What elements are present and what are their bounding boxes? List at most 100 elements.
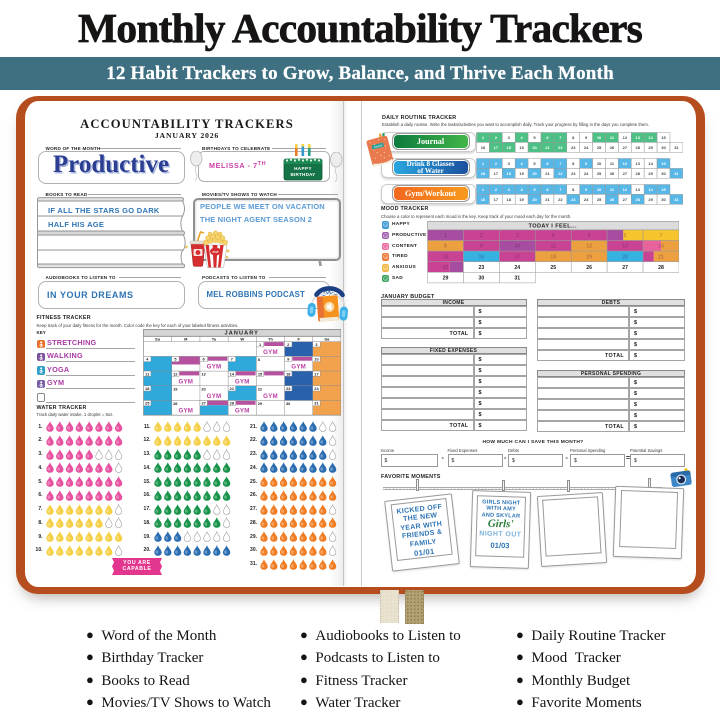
svg-text:8: 8 bbox=[257, 357, 260, 362]
svg-text:JANUARY: JANUARY bbox=[224, 331, 258, 337]
svg-text:F: F bbox=[297, 336, 300, 341]
svg-text:BIRTHDAY: BIRTHDAY bbox=[291, 172, 316, 177]
svg-text:24: 24 bbox=[584, 145, 589, 150]
svg-text:18: 18 bbox=[506, 171, 511, 176]
svg-text:1: 1 bbox=[482, 161, 485, 166]
svg-text:17: 17 bbox=[493, 145, 498, 150]
svg-text:11: 11 bbox=[610, 187, 615, 192]
svg-text:21: 21 bbox=[545, 197, 550, 202]
svg-text:6: 6 bbox=[623, 233, 626, 239]
svg-text:25: 25 bbox=[597, 197, 602, 202]
svg-text:5: 5 bbox=[174, 357, 177, 362]
svg-text:20: 20 bbox=[532, 145, 537, 150]
svg-text:20: 20 bbox=[532, 197, 537, 202]
svg-text:22: 22 bbox=[558, 197, 563, 202]
svg-text:3: 3 bbox=[507, 187, 510, 192]
svg-text:24: 24 bbox=[314, 386, 319, 391]
svg-text:5: 5 bbox=[533, 135, 536, 140]
svg-text:19: 19 bbox=[519, 197, 524, 202]
svg-text:27: 27 bbox=[622, 197, 627, 202]
svg-text:1: 1 bbox=[444, 233, 447, 239]
svg-text:5: 5 bbox=[533, 161, 536, 166]
svg-text:27: 27 bbox=[622, 265, 628, 271]
svg-text:19: 19 bbox=[519, 171, 524, 176]
svg-text:6: 6 bbox=[546, 135, 549, 140]
svg-text:9: 9 bbox=[479, 244, 482, 250]
svg-text:10: 10 bbox=[514, 244, 520, 250]
svg-text:GYM: GYM bbox=[234, 408, 249, 415]
svg-text:28: 28 bbox=[658, 265, 664, 271]
svg-text:17: 17 bbox=[314, 371, 318, 376]
svg-text:19: 19 bbox=[519, 145, 524, 150]
svg-text:M: M bbox=[184, 336, 188, 341]
svg-text:6: 6 bbox=[546, 161, 549, 166]
svg-text:25: 25 bbox=[597, 171, 602, 176]
svg-text:21: 21 bbox=[658, 255, 664, 261]
svg-text:29: 29 bbox=[257, 401, 262, 406]
svg-text:HAPPY: HAPPY bbox=[294, 166, 312, 171]
svg-text:12: 12 bbox=[622, 135, 627, 140]
svg-text:11: 11 bbox=[145, 371, 150, 376]
svg-text:26: 26 bbox=[610, 171, 615, 176]
svg-text:Tu: Tu bbox=[211, 336, 216, 341]
svg-text:6: 6 bbox=[202, 357, 205, 362]
svg-text:30: 30 bbox=[661, 171, 666, 176]
svg-text:10: 10 bbox=[597, 187, 602, 192]
svg-text:26: 26 bbox=[610, 197, 615, 202]
svg-text:13: 13 bbox=[635, 135, 640, 140]
svg-text:8: 8 bbox=[444, 244, 447, 250]
svg-text:23: 23 bbox=[286, 386, 291, 391]
svg-text:23: 23 bbox=[571, 197, 576, 202]
svg-text:30: 30 bbox=[661, 197, 666, 202]
svg-text:24: 24 bbox=[514, 265, 520, 271]
svg-text:21: 21 bbox=[229, 386, 234, 391]
svg-text:26: 26 bbox=[610, 145, 615, 150]
svg-text:15: 15 bbox=[661, 187, 666, 192]
svg-text:22: 22 bbox=[558, 171, 563, 176]
svg-text:31: 31 bbox=[674, 197, 679, 202]
svg-text:21: 21 bbox=[545, 145, 550, 150]
svg-text:Sa: Sa bbox=[324, 336, 330, 341]
svg-text:15: 15 bbox=[661, 135, 666, 140]
svg-text:22: 22 bbox=[257, 386, 261, 391]
svg-text:16: 16 bbox=[286, 371, 291, 376]
svg-text:22: 22 bbox=[442, 265, 448, 271]
svg-text:30: 30 bbox=[285, 401, 289, 406]
svg-text:6: 6 bbox=[546, 187, 549, 192]
svg-text:4: 4 bbox=[146, 357, 149, 362]
svg-text:16: 16 bbox=[481, 145, 486, 150]
svg-text:27: 27 bbox=[622, 145, 627, 150]
svg-text:25: 25 bbox=[550, 265, 556, 271]
svg-text:31: 31 bbox=[314, 401, 319, 406]
svg-text:7: 7 bbox=[659, 233, 662, 239]
svg-text:2: 2 bbox=[495, 135, 498, 140]
svg-text:29: 29 bbox=[442, 276, 448, 282]
svg-text:18: 18 bbox=[145, 386, 150, 391]
svg-text:5: 5 bbox=[533, 187, 536, 192]
svg-text:25: 25 bbox=[145, 401, 150, 406]
svg-text:2: 2 bbox=[479, 233, 482, 239]
svg-text:GYM: GYM bbox=[291, 364, 306, 371]
svg-text:10: 10 bbox=[597, 135, 602, 140]
svg-text:W: W bbox=[240, 336, 244, 341]
svg-text:13: 13 bbox=[201, 372, 206, 377]
svg-text:27: 27 bbox=[201, 401, 205, 406]
svg-text:14: 14 bbox=[648, 161, 653, 166]
svg-text:1: 1 bbox=[482, 187, 485, 192]
svg-text:12: 12 bbox=[173, 371, 177, 376]
svg-text:10: 10 bbox=[597, 161, 602, 166]
svg-text:14: 14 bbox=[658, 244, 664, 250]
svg-text:29: 29 bbox=[648, 145, 653, 150]
svg-text:2: 2 bbox=[495, 161, 498, 166]
svg-text:13: 13 bbox=[622, 244, 628, 250]
svg-text:12: 12 bbox=[622, 161, 627, 166]
svg-text:5: 5 bbox=[587, 233, 590, 239]
svg-text:31: 31 bbox=[674, 145, 679, 150]
svg-text:23: 23 bbox=[571, 171, 576, 176]
svg-text:28: 28 bbox=[229, 401, 234, 406]
svg-text:25: 25 bbox=[597, 145, 602, 150]
svg-text:GYM: GYM bbox=[178, 408, 193, 415]
svg-text:GYM: GYM bbox=[263, 393, 278, 400]
svg-text:16: 16 bbox=[481, 171, 486, 176]
svg-text:2: 2 bbox=[495, 187, 498, 192]
